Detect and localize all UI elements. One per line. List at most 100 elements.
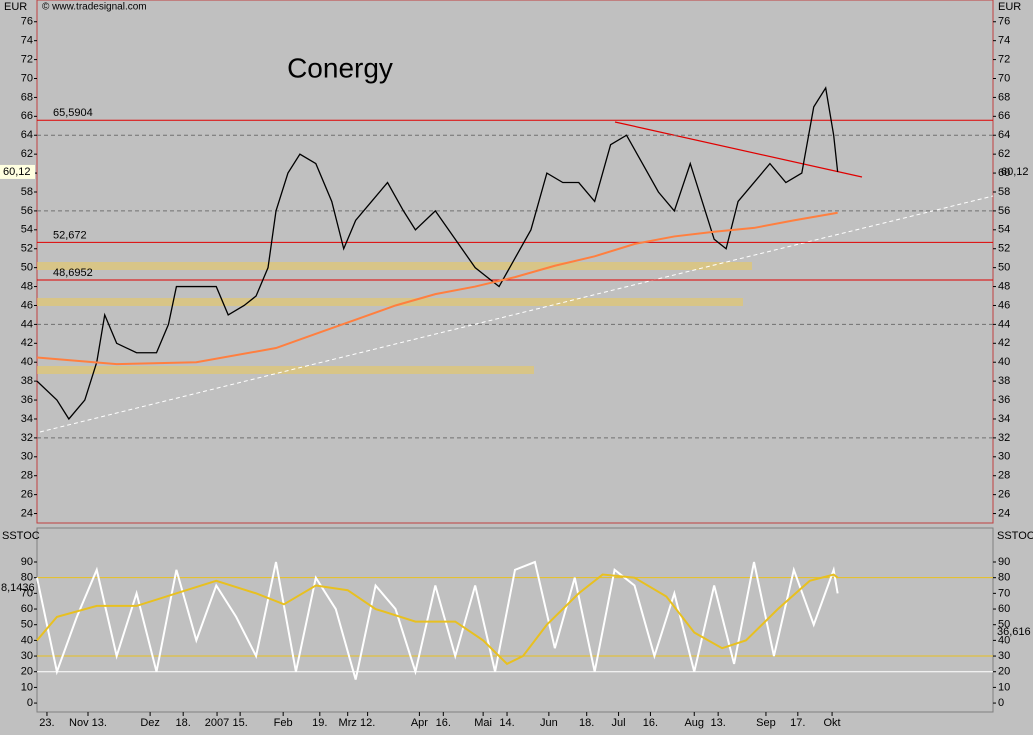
y-tick-label: 30 xyxy=(21,451,33,463)
x-tick-label: Apr xyxy=(411,717,428,729)
y-tick-label: 10 xyxy=(998,681,1010,693)
zone xyxy=(37,262,752,270)
y-tick-label: 40 xyxy=(998,634,1010,646)
y-tick-label: 74 xyxy=(21,35,33,47)
y-tick-label: 24 xyxy=(998,507,1010,519)
x-tick-label: 12. xyxy=(360,717,375,729)
y-tick-label: 40 xyxy=(21,634,33,646)
x-tick-label: Feb xyxy=(274,717,293,729)
y-tick-label: 54 xyxy=(998,224,1010,236)
y-tick-label: 28 xyxy=(21,470,33,482)
y-tick-label: 60 xyxy=(21,603,33,615)
x-tick-label: 13. xyxy=(711,717,726,729)
y-tick-label: 36 xyxy=(21,394,33,406)
y-tick-label: 70 xyxy=(998,72,1010,84)
y-tick-label: 80 xyxy=(21,572,33,584)
y-tick-label: 36 xyxy=(998,394,1010,406)
y-axis-label: EUR xyxy=(4,1,27,13)
zone xyxy=(37,366,534,374)
y-tick-label: 46 xyxy=(998,299,1010,311)
y-tick-label: 10 xyxy=(21,681,33,693)
y-tick-label: 76 xyxy=(998,16,1010,28)
y-tick-label: 62 xyxy=(21,148,33,160)
x-tick-label: Aug xyxy=(684,717,704,729)
y-tick-label: 56 xyxy=(21,205,33,217)
y-tick-label: 74 xyxy=(998,35,1010,47)
y-tick-label: 28 xyxy=(998,470,1010,482)
series-line xyxy=(36,573,839,666)
x-tick-label: 18. xyxy=(579,717,594,729)
x-tick-label: Mai xyxy=(474,717,492,729)
zone xyxy=(37,298,743,306)
x-tick-label: Jul xyxy=(612,717,626,729)
level-label: 65,5904 xyxy=(53,107,93,119)
y-tick-label: 68 xyxy=(21,91,33,103)
y-tick-label: 40 xyxy=(998,356,1010,368)
y-tick-label: 62 xyxy=(998,148,1010,160)
y-tick-label: 50 xyxy=(21,262,33,274)
x-tick-label: 2007 xyxy=(205,717,229,729)
y-tick-label: 56 xyxy=(998,205,1010,217)
y-tick-label: 32 xyxy=(21,432,33,444)
y-tick-label: 52 xyxy=(998,243,1010,255)
x-tick-label: 18. xyxy=(176,717,191,729)
y-tick-label: 44 xyxy=(21,318,33,330)
y-tick-label: 42 xyxy=(21,337,33,349)
y-tick-label: 90 xyxy=(998,556,1010,568)
y-tick-label: 50 xyxy=(998,262,1010,274)
y-tick-label: 34 xyxy=(21,413,33,425)
price-panel xyxy=(36,0,994,524)
x-tick-label: 16. xyxy=(643,717,658,729)
series-line xyxy=(36,211,838,366)
y-tick-label: 32 xyxy=(998,432,1010,444)
chart-title: Conergy xyxy=(287,52,393,83)
y-tick-label: 52 xyxy=(21,243,33,255)
y-tick-label: 30 xyxy=(21,650,33,662)
y-tick-label: 0 xyxy=(998,697,1004,709)
x-tick-label: 23. xyxy=(39,717,54,729)
y-tick-label: 72 xyxy=(21,53,33,65)
y-tick-label: 44 xyxy=(998,318,1010,330)
y-axis-label: SSTOC xyxy=(2,530,40,542)
last-box xyxy=(0,164,35,179)
trend-line xyxy=(614,121,863,178)
y-tick-label: 58 xyxy=(998,186,1010,198)
y-tick-label: 50 xyxy=(998,619,1010,631)
y-tick-label: 20 xyxy=(998,666,1010,678)
x-tick-label: 19. xyxy=(312,717,327,729)
x-tick-label: Mrz xyxy=(339,717,357,729)
y-tick-label: 48 xyxy=(998,280,1010,292)
y-tick-label: 90 xyxy=(21,556,33,568)
stoch-panel xyxy=(36,527,994,713)
x-tick-label: Dez xyxy=(140,717,160,729)
y-tick-label: 46 xyxy=(21,299,33,311)
y-tick-label: 26 xyxy=(998,489,1010,501)
series-line xyxy=(36,86,839,421)
level-label: 48,6952 xyxy=(53,267,93,279)
x-tick-label: 17. xyxy=(790,717,805,729)
x-tick-label: Nov 13. xyxy=(69,717,107,729)
x-tick-label: 15. xyxy=(233,717,248,729)
y-tick-label: 54 xyxy=(21,224,33,236)
y-tick-label: 66 xyxy=(21,110,33,122)
x-tick-label: 14. xyxy=(499,717,514,729)
y-tick-label: 38 xyxy=(21,375,33,387)
x-tick-label: Jun xyxy=(540,717,558,729)
annotation: 36,616 xyxy=(997,626,1031,638)
y-tick-label: 70 xyxy=(21,72,33,84)
last-label: 60,12 xyxy=(1001,166,1029,178)
y-tick-label: 38 xyxy=(998,375,1010,387)
y-tick-label: 42 xyxy=(998,337,1010,349)
y-tick-label: 60 xyxy=(998,603,1010,615)
y-tick-label: 40 xyxy=(21,356,33,368)
x-tick-label: Okt xyxy=(824,717,841,729)
annotation: 8,1436 xyxy=(1,582,35,594)
y-tick-label: 0 xyxy=(27,697,33,709)
last-label: 60,12 xyxy=(3,166,31,178)
source: © www.tradesignal.com xyxy=(42,2,147,13)
y-tick-label: 76 xyxy=(21,16,33,28)
y-tick-label: 20 xyxy=(21,666,33,678)
y-tick-label: 72 xyxy=(998,53,1010,65)
trend-line xyxy=(39,195,994,433)
